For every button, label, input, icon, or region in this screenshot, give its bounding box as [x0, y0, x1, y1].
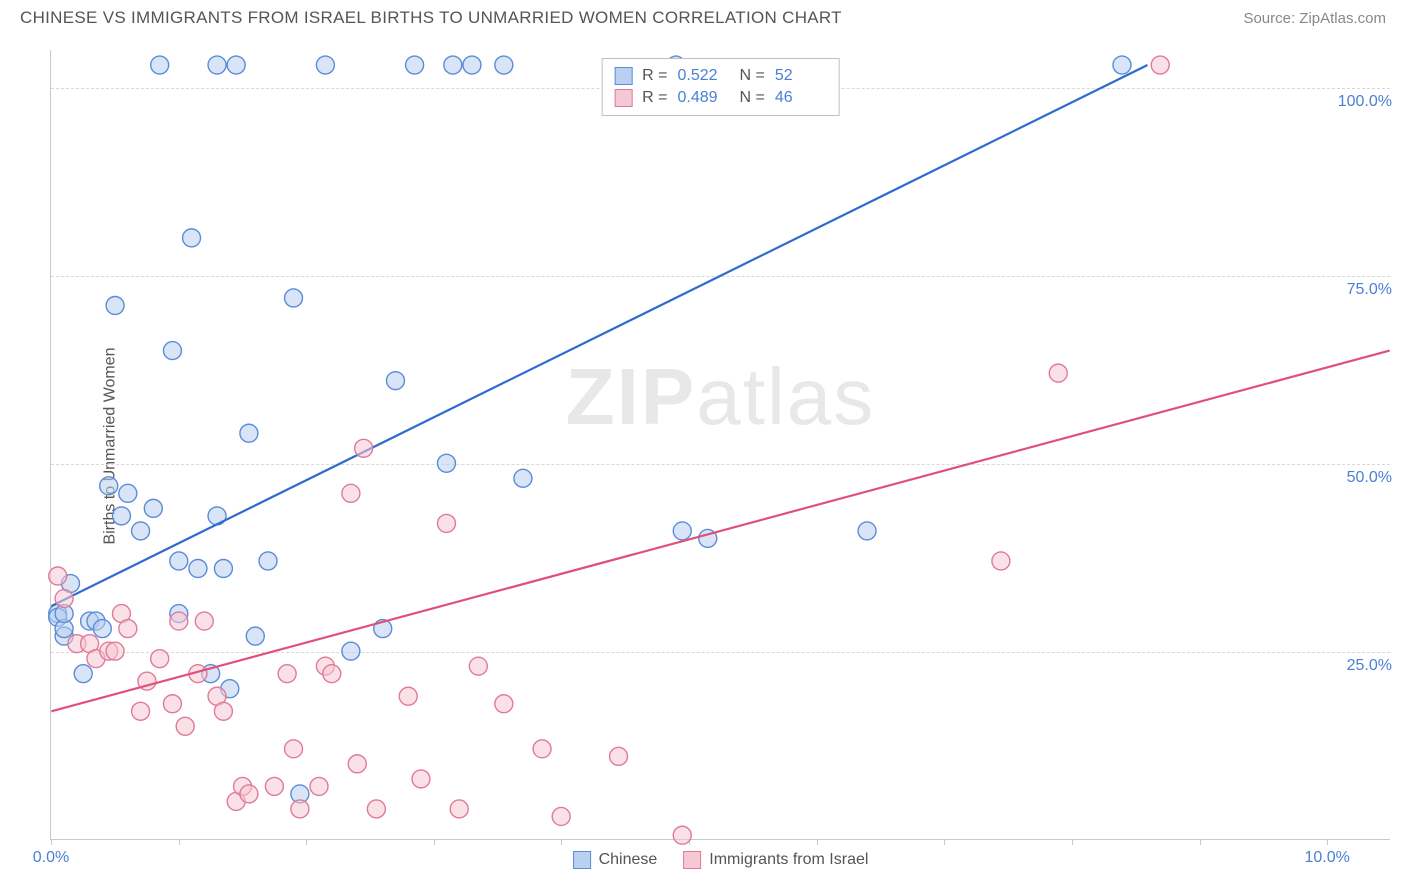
- data-point: [1151, 56, 1169, 74]
- data-point: [367, 800, 385, 818]
- data-point: [195, 612, 213, 630]
- swatch-chinese: [614, 67, 632, 85]
- data-point: [992, 552, 1010, 570]
- r-value-chinese: 0.522: [678, 67, 730, 85]
- data-point: [450, 800, 468, 818]
- n-label: N =: [740, 67, 765, 85]
- data-point: [355, 439, 373, 457]
- n-value-israel: 46: [775, 89, 827, 107]
- data-point: [176, 717, 194, 735]
- data-point: [214, 559, 232, 577]
- data-point: [183, 229, 201, 247]
- legend-row-israel: R = 0.489 N = 46: [614, 87, 827, 109]
- data-point: [119, 484, 137, 502]
- data-point: [259, 552, 277, 570]
- data-point: [285, 740, 303, 758]
- r-value-israel: 0.489: [678, 89, 730, 107]
- swatch-chinese-icon: [573, 851, 591, 869]
- data-point: [444, 56, 462, 74]
- data-point: [265, 777, 283, 795]
- x-tick-label: 0.0%: [33, 849, 69, 867]
- data-point: [342, 642, 360, 660]
- data-point: [858, 522, 876, 540]
- data-point: [151, 56, 169, 74]
- data-point: [49, 567, 67, 585]
- data-point: [469, 657, 487, 675]
- legend-item-chinese: Chinese: [573, 851, 658, 869]
- chart-plot-area: ZIPatlas 25.0%50.0%75.0%100.0%0.0%10.0% …: [50, 50, 1390, 840]
- n-label: N =: [740, 89, 765, 107]
- data-point: [437, 514, 455, 532]
- data-point: [163, 695, 181, 713]
- data-point: [386, 372, 404, 390]
- n-value-chinese: 52: [775, 67, 827, 85]
- data-point: [170, 612, 188, 630]
- data-point: [348, 755, 366, 773]
- legend-label-chinese: Chinese: [599, 851, 658, 869]
- data-point: [151, 650, 169, 668]
- data-point: [399, 687, 417, 705]
- data-point: [163, 342, 181, 360]
- chart-header: CHINESE VS IMMIGRANTS FROM ISRAEL BIRTHS…: [0, 0, 1406, 32]
- data-point: [132, 522, 150, 540]
- data-point: [673, 826, 691, 844]
- data-point: [93, 620, 111, 638]
- data-point: [342, 484, 360, 502]
- data-point: [74, 665, 92, 683]
- x-tick-label: 10.0%: [1305, 849, 1350, 867]
- data-point: [119, 620, 137, 638]
- r-label: R =: [642, 67, 667, 85]
- swatch-israel-icon: [683, 851, 701, 869]
- data-point: [310, 777, 328, 795]
- data-point: [132, 702, 150, 720]
- data-point: [533, 740, 551, 758]
- data-point: [112, 507, 130, 525]
- data-point: [673, 522, 691, 540]
- scatter-plot-svg: [51, 50, 1390, 839]
- legend-row-chinese: R = 0.522 N = 52: [614, 65, 827, 87]
- data-point: [323, 665, 341, 683]
- trend-line: [51, 65, 1147, 606]
- swatch-israel: [614, 89, 632, 107]
- chart-title: CHINESE VS IMMIGRANTS FROM ISRAEL BIRTHS…: [20, 8, 842, 28]
- data-point: [316, 56, 334, 74]
- trend-line: [51, 351, 1389, 712]
- data-point: [240, 424, 258, 442]
- data-point: [610, 747, 628, 765]
- data-point: [495, 695, 513, 713]
- source-attribution: Source: ZipAtlas.com: [1243, 10, 1386, 27]
- data-point: [227, 56, 245, 74]
- data-point: [412, 770, 430, 788]
- series-legend: Chinese Immigrants from Israel: [573, 851, 869, 869]
- data-point: [214, 702, 232, 720]
- data-point: [100, 477, 118, 495]
- data-point: [240, 785, 258, 803]
- data-point: [1049, 364, 1067, 382]
- data-point: [278, 665, 296, 683]
- data-point: [246, 627, 264, 645]
- data-point: [406, 56, 424, 74]
- r-label: R =: [642, 89, 667, 107]
- correlation-legend: R = 0.522 N = 52 R = 0.489 N = 46: [601, 58, 840, 116]
- data-point: [106, 642, 124, 660]
- data-point: [1113, 56, 1131, 74]
- data-point: [291, 800, 309, 818]
- legend-label-israel: Immigrants from Israel: [709, 851, 868, 869]
- data-point: [285, 289, 303, 307]
- data-point: [514, 469, 532, 487]
- data-point: [144, 499, 162, 517]
- data-point: [189, 559, 207, 577]
- legend-item-israel: Immigrants from Israel: [683, 851, 868, 869]
- data-point: [495, 56, 513, 74]
- data-point: [170, 552, 188, 570]
- data-point: [208, 56, 226, 74]
- data-point: [437, 454, 455, 472]
- data-point: [55, 590, 73, 608]
- data-point: [106, 296, 124, 314]
- data-point: [463, 56, 481, 74]
- data-point: [552, 807, 570, 825]
